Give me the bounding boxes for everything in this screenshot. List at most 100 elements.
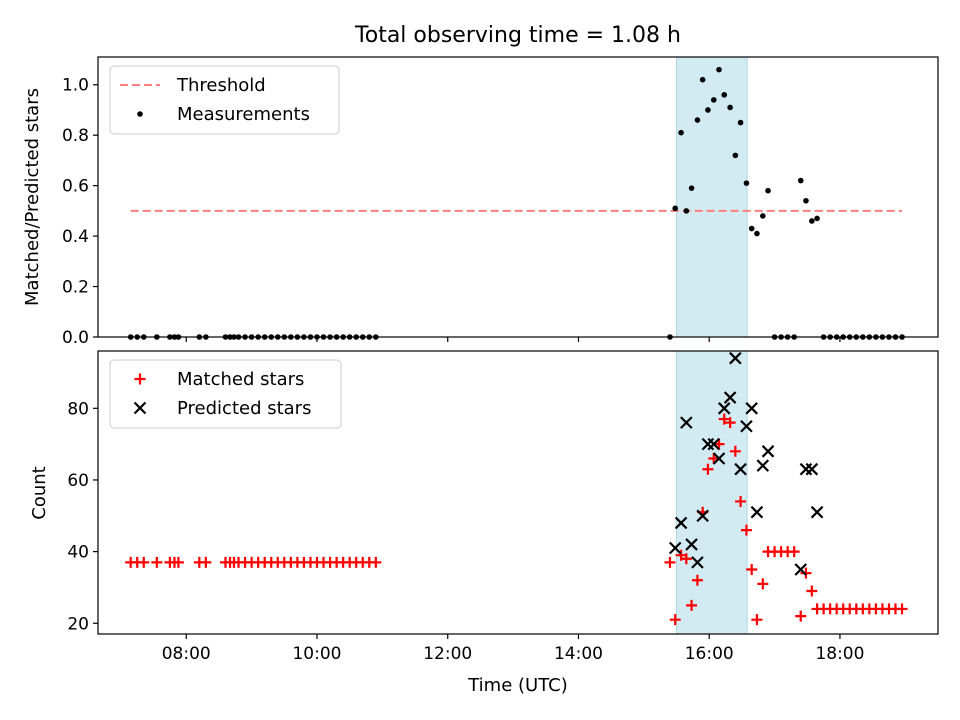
bottom-matched-stars-point xyxy=(669,614,681,626)
top-measurements-point xyxy=(760,213,766,219)
top-measurements-point xyxy=(710,97,717,103)
bottom-matched-stars-point xyxy=(735,495,747,507)
bottom-predicted-stars-point xyxy=(674,516,688,530)
bottom-legend-label: Predicted stars xyxy=(177,398,311,419)
bottom-predicted-stars-point xyxy=(712,452,726,465)
bottom-predicted-stars-point xyxy=(794,563,808,576)
top-measurements-point xyxy=(699,76,706,83)
top-measurements-point xyxy=(705,107,711,113)
top-measurements-point xyxy=(721,92,728,98)
bottom-matched-stars-point xyxy=(795,610,807,622)
top-y-tick-label: 1.0 xyxy=(62,76,89,96)
top-measurements-point xyxy=(748,225,755,232)
top-legend xyxy=(109,65,340,135)
bottom-x-tick-label: 14:00 xyxy=(554,644,603,664)
bottom-matched-stars-point xyxy=(746,564,758,576)
top-y-tick-label: 0.0 xyxy=(62,328,89,348)
bottom-predicted-stars-point xyxy=(680,416,693,429)
top-measurements-point xyxy=(754,230,760,237)
bottom-x-tick-label: 12:00 xyxy=(423,644,472,664)
bottom-legend-marker xyxy=(133,401,147,415)
top-measurements-point xyxy=(732,152,739,159)
top-measurements-point xyxy=(765,187,771,194)
bottom-highlight-span xyxy=(676,350,748,635)
bottom-predicted-stars-point xyxy=(810,505,824,519)
bottom-matched-stars-point xyxy=(691,574,703,586)
bottom-matched-stars-point xyxy=(713,438,725,450)
bottom-y-axis-label: Count xyxy=(29,466,50,519)
top-measurements-point xyxy=(727,104,733,111)
top-measurements-point xyxy=(672,205,679,212)
bottom-matched-stars-point xyxy=(729,445,741,457)
bottom-matched-stars-point xyxy=(138,556,150,568)
bottom-matched-stars-point xyxy=(896,603,908,615)
bottom-matched-stars-point xyxy=(788,546,800,558)
top-y-tick-label: 0.8 xyxy=(62,126,89,146)
top-measurements-point xyxy=(803,197,809,204)
bottom-predicted-stars-point xyxy=(750,505,764,519)
figure-title: Total observing time = 1.08 h xyxy=(354,23,681,48)
bottom-predicted-stars-point xyxy=(756,459,770,472)
bottom-matched-stars-point xyxy=(172,556,184,568)
top-panel: 0.0 0.2 0.4 0.6 0.8 1.0 Threshold Measurements xyxy=(62,56,939,348)
top-highlight-span xyxy=(676,56,748,338)
bottom-matched-stars-point xyxy=(151,556,163,568)
bottom-x-tick-label: 10:00 xyxy=(292,644,341,664)
bottom-x-tick-label: 08:00 xyxy=(162,644,211,664)
bottom-matched-stars-point xyxy=(718,413,730,425)
bottom-panel: 20 40 60 80 08:00 10:00 12:00 14:00 16:00 18:00 Ma… xyxy=(67,350,939,664)
top-measurements-point xyxy=(814,215,820,222)
bottom-legend-marker xyxy=(134,373,146,385)
bottom-matched-stars-point xyxy=(724,417,736,429)
bottom-y-tick-label: 20 xyxy=(67,614,89,634)
bottom-matched-stars-point xyxy=(370,556,382,568)
top-legend-label: Threshold xyxy=(176,75,266,96)
bottom-predicted-stars-point xyxy=(707,437,721,451)
top-measurements-point xyxy=(683,208,690,214)
bottom-matched-stars-point xyxy=(806,585,818,597)
x-axis-label: Time (UTC) xyxy=(467,675,568,696)
bottom-axes-frame xyxy=(97,350,939,635)
bottom-predicted-stars-point xyxy=(740,419,753,433)
top-axes-frame xyxy=(97,56,939,338)
bottom-matched-stars-point xyxy=(708,452,720,464)
top-y-tick-label: 0.6 xyxy=(62,177,89,197)
bottom-y-tick-label: 60 xyxy=(67,471,89,491)
bottom-x-tick-label: 16:00 xyxy=(685,644,734,664)
top-measurements-point xyxy=(694,117,701,123)
top-measurements-point xyxy=(797,177,804,184)
bottom-y-tick-label: 40 xyxy=(67,543,89,563)
bottom-y-tick-label: 80 xyxy=(67,399,89,419)
bottom-matched-stars-point xyxy=(664,556,676,568)
top-measurements-point xyxy=(743,180,750,186)
bottom-predicted-stars-point xyxy=(685,538,698,551)
bottom-predicted-stars-point xyxy=(717,402,731,415)
bottom-matched-stars-point xyxy=(686,599,698,611)
top-y-tick-label: 0.2 xyxy=(62,278,89,298)
top-legend-label: Measurements xyxy=(177,104,310,125)
top-y-axis-label: Matched/Predicted stars xyxy=(22,88,43,306)
top-measurements-point xyxy=(678,129,684,136)
bottom-legend xyxy=(109,359,342,429)
bottom-predicted-stars-point xyxy=(691,556,704,569)
bottom-predicted-stars-point xyxy=(723,391,737,404)
top-measurements-point xyxy=(737,119,744,126)
bottom-predicted-stars-point xyxy=(734,462,747,476)
bottom-predicted-stars-point xyxy=(729,351,742,365)
top-measurements-point xyxy=(809,218,815,224)
top-measurements-point xyxy=(688,185,695,191)
bottom-predicted-stars-point xyxy=(805,462,819,476)
bottom-matched-stars-point xyxy=(680,553,692,565)
top-legend-marker xyxy=(137,111,143,117)
top-measurements-point xyxy=(716,66,722,73)
bottom-matched-stars-point xyxy=(200,556,212,568)
bottom-predicted-stars-point xyxy=(696,509,709,523)
bottom-matched-stars-point xyxy=(702,463,714,475)
bottom-matched-stars-point xyxy=(800,567,812,579)
bottom-predicted-stars-point xyxy=(745,402,758,415)
bottom-matched-stars-point xyxy=(757,578,769,590)
bottom-predicted-stars-point xyxy=(668,541,682,555)
top-y-tick-label: 0.4 xyxy=(62,227,89,247)
bottom-matched-stars-point xyxy=(740,524,752,536)
